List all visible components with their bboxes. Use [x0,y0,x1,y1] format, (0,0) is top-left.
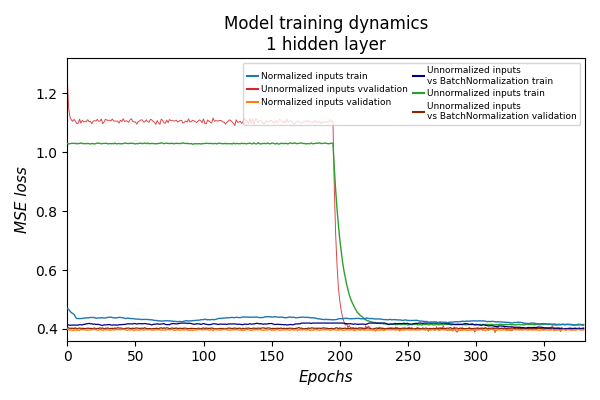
X-axis label: Epochs: Epochs [299,370,353,385]
Legend: Normalized inputs train, Unnormalized inputs vvalidation, Normalized inputs vali: Normalized inputs train, Unnormalized in… [243,63,580,125]
Y-axis label: MSE loss: MSE loss [15,166,30,233]
Title: Model training dynamics
1 hidden layer: Model training dynamics 1 hidden layer [224,15,428,54]
